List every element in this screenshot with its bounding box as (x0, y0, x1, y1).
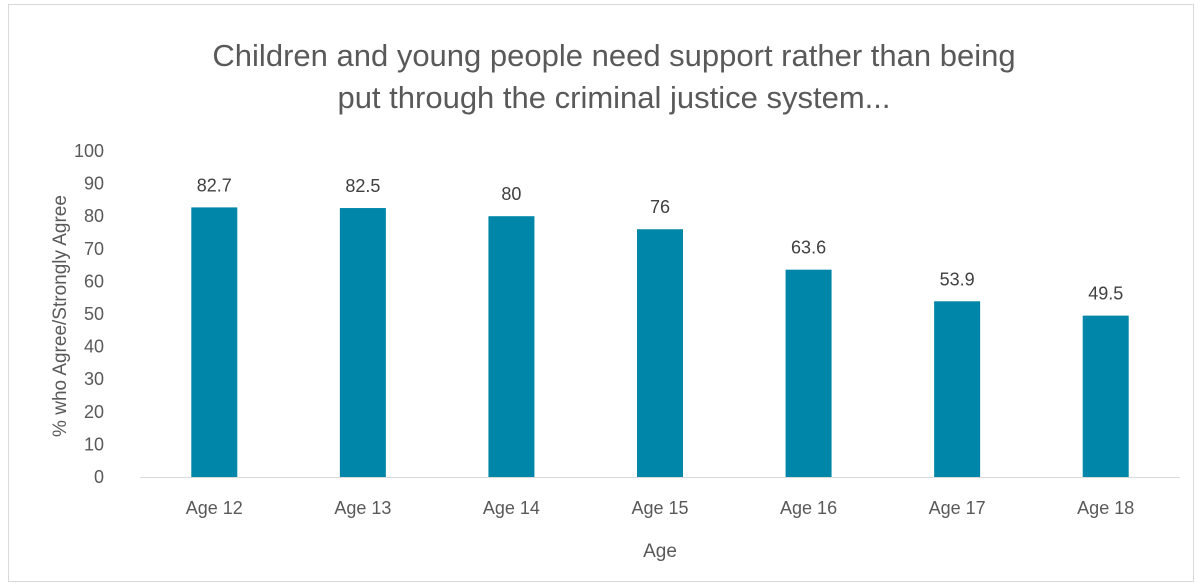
y-tick-label: 100 (74, 141, 104, 161)
y-tick-label: 90 (84, 174, 104, 194)
data-label: 63.6 (791, 238, 826, 258)
data-label: 49.5 (1088, 284, 1123, 304)
x-axis-title: Age (643, 541, 677, 562)
y-tick-label: 50 (84, 304, 104, 324)
y-tick-label: 80 (84, 206, 104, 226)
y-tick-label: 20 (84, 402, 104, 422)
data-label: 82.5 (345, 176, 380, 196)
x-tick-label: Age 18 (1077, 498, 1134, 518)
chart-title-line-1: Children and young people need support r… (212, 38, 1015, 73)
y-tick-label: 10 (84, 434, 104, 454)
y-tick-label: 60 (84, 271, 104, 291)
x-tick-label: Age 15 (631, 498, 688, 518)
x-tick-label: Age 12 (186, 498, 243, 518)
bar-age-16 (785, 269, 832, 477)
y-tick-label: 40 (84, 337, 104, 357)
bars (191, 207, 1129, 478)
x-tick-label: Age 17 (929, 498, 986, 518)
bar-age-13 (339, 208, 386, 478)
bar-age-12 (191, 207, 238, 477)
data-label: 80 (501, 184, 521, 204)
y-tick-label: 70 (84, 239, 104, 259)
bar-age-14 (488, 216, 535, 477)
bar-age-18 (1082, 315, 1129, 477)
y-axis-title: % who Agree/Strongly Agree (50, 195, 71, 437)
y-tick-label: 30 (84, 369, 104, 389)
y-tick-label: 0 (94, 467, 104, 487)
x-tick-label: Age 13 (334, 498, 391, 518)
data-label: 82.7 (197, 175, 232, 195)
data-label: 53.9 (940, 269, 975, 289)
bar-age-15 (637, 229, 683, 477)
data-labels: 82.7 82.5 80 76 63.6 53.9 49.5 (197, 175, 1123, 303)
x-axis-ticks: Age 12 Age 13 Age 14 Age 15 Age 16 Age 17 Age … (186, 498, 1134, 518)
x-tick-label: Age 16 (780, 498, 837, 518)
bar-age-17 (934, 301, 981, 477)
y-axis-ticks: 0 10 20 30 40 50 60 70 80 90 100 (74, 141, 104, 487)
x-tick-label: Age 14 (483, 498, 540, 518)
chart-title-line-2: put through the criminal justice system.… (337, 80, 890, 115)
data-label: 76 (650, 197, 670, 217)
